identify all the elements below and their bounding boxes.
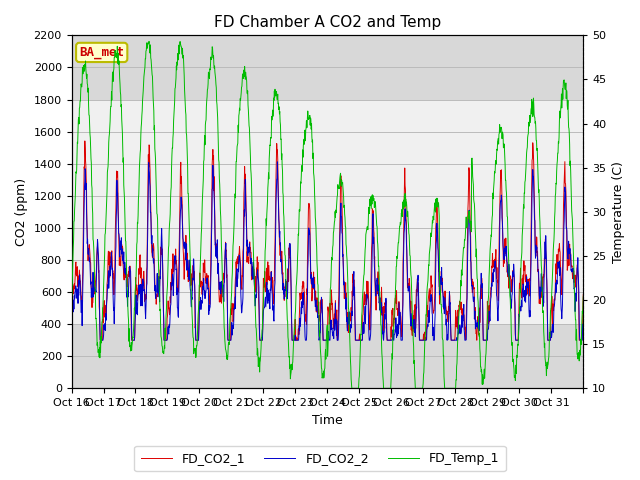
FD_CO2_2 bbox=[97, 337, 104, 343]
FD_Temp_1 bbox=[296, 208, 303, 214]
FD_CO2_1 bbox=[108, 248, 116, 254]
Y-axis label: CO2 (ppm): CO2 (ppm) bbox=[15, 178, 28, 246]
FD_Temp_1 bbox=[579, 293, 587, 299]
FD_CO2_2 bbox=[296, 315, 304, 321]
FD_Temp_1 bbox=[108, 104, 115, 109]
Bar bbox=[72, 99, 583, 324]
X-axis label: Time: Time bbox=[312, 414, 343, 427]
FD_CO2_2 bbox=[285, 242, 293, 248]
FD_Temp_1 bbox=[360, 277, 367, 283]
FD_CO2_2 bbox=[68, 311, 76, 317]
FD_Temp_1 bbox=[128, 343, 136, 348]
FD_CO2_2 bbox=[273, 159, 281, 165]
FD_CO2_1 bbox=[579, 291, 587, 297]
FD_Temp_1 bbox=[348, 385, 356, 391]
FD_CO2_2 bbox=[305, 231, 313, 237]
Line: FD_Temp_1: FD_Temp_1 bbox=[72, 41, 583, 388]
FD_CO2_2 bbox=[579, 322, 587, 327]
Text: BA_met: BA_met bbox=[79, 46, 124, 59]
FD_CO2_1 bbox=[129, 337, 136, 343]
FD_CO2_1 bbox=[305, 201, 313, 206]
FD_CO2_2 bbox=[360, 320, 367, 325]
Legend: FD_CO2_1, FD_CO2_2, FD_Temp_1: FD_CO2_1, FD_CO2_2, FD_Temp_1 bbox=[134, 446, 506, 471]
FD_CO2_1 bbox=[285, 252, 293, 258]
FD_Temp_1 bbox=[145, 38, 153, 44]
Line: FD_CO2_2: FD_CO2_2 bbox=[72, 162, 583, 340]
FD_CO2_1 bbox=[97, 337, 104, 343]
FD_CO2_1 bbox=[81, 138, 89, 144]
Y-axis label: Temperature (C): Temperature (C) bbox=[612, 161, 625, 263]
FD_CO2_1 bbox=[296, 290, 304, 296]
Title: FD Chamber A CO2 and Temp: FD Chamber A CO2 and Temp bbox=[214, 15, 441, 30]
FD_Temp_1 bbox=[305, 116, 313, 121]
FD_CO2_2 bbox=[129, 337, 136, 343]
FD_Temp_1 bbox=[285, 354, 293, 360]
FD_Temp_1 bbox=[68, 294, 76, 300]
FD_CO2_1 bbox=[68, 278, 76, 284]
Line: FD_CO2_1: FD_CO2_1 bbox=[72, 141, 583, 340]
FD_CO2_2 bbox=[108, 249, 115, 255]
FD_CO2_1 bbox=[360, 305, 367, 311]
